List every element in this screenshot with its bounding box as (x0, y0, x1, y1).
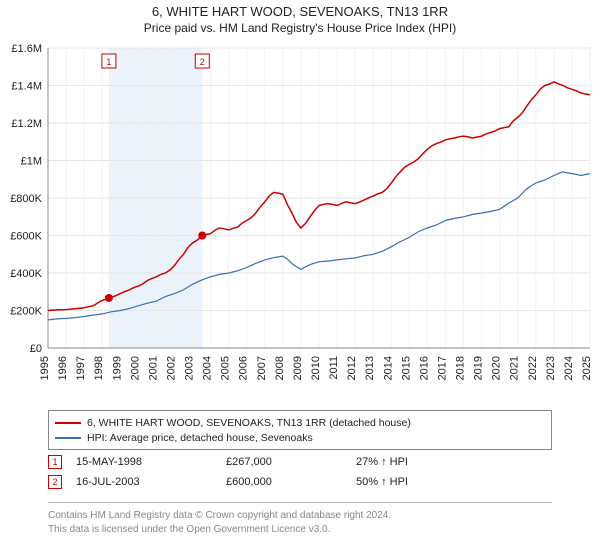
svg-text:2016: 2016 (418, 356, 430, 380)
footer-line-1: Contains HM Land Registry data © Crown c… (48, 509, 552, 523)
svg-text:2003: 2003 (184, 356, 196, 380)
chart-title-address: 6, WHITE HART WOOD, SEVENOAKS, TN13 1RR (0, 4, 600, 19)
event-price: £600,000 (226, 476, 356, 488)
legend-swatch (55, 437, 81, 439)
svg-text:2023: 2023 (545, 356, 557, 380)
svg-text:2022: 2022 (527, 356, 539, 380)
legend: 6, WHITE HART WOOD, SEVENOAKS, TN13 1RR … (48, 410, 552, 450)
event-delta: 27% ↑ HPI (356, 456, 552, 468)
event-marker: 2 (48, 475, 62, 489)
footer-line-2: This data is licensed under the Open Gov… (48, 523, 552, 537)
event-table: 1 15-MAY-1998£267,00027% ↑ HPI 2 16-JUL-200… (48, 452, 552, 492)
svg-text:2008: 2008 (274, 356, 286, 380)
svg-text:2025: 2025 (581, 356, 593, 380)
svg-text:2017: 2017 (436, 356, 448, 380)
svg-text:2024: 2024 (563, 356, 575, 380)
svg-text:£1.4M: £1.4M (11, 81, 42, 93)
svg-text:2015: 2015 (400, 356, 412, 380)
svg-text:1997: 1997 (75, 356, 87, 380)
svg-text:£200K: £200K (10, 306, 42, 318)
svg-text:£800K: £800K (10, 193, 42, 205)
svg-text:2011: 2011 (328, 356, 340, 380)
svg-text:2005: 2005 (220, 356, 232, 380)
svg-text:2006: 2006 (238, 356, 250, 380)
svg-text:2021: 2021 (509, 356, 521, 380)
legend-swatch (55, 422, 81, 424)
svg-text:2000: 2000 (129, 356, 141, 380)
svg-text:1: 1 (106, 57, 111, 67)
svg-text:2010: 2010 (310, 356, 322, 380)
event-price: £267,000 (226, 456, 356, 468)
chart-svg: £0 £200K £400K £600K £800K £1M £1.2M £1.4M £1.6M… (0, 42, 600, 402)
legend-row: 6, WHITE HART WOOD, SEVENOAKS, TN13 1RR … (55, 415, 545, 430)
legend-label: 6, WHITE HART WOOD, SEVENOAKS, TN13 1RR … (87, 417, 411, 429)
svg-text:2007: 2007 (256, 356, 268, 380)
chart-container: 6, WHITE HART WOOD, SEVENOAKS, TN13 1RR … (0, 0, 600, 560)
event-delta: 50% ↑ HPI (356, 476, 552, 488)
svg-text:1998: 1998 (93, 356, 105, 380)
chart-plot: £0 £200K £400K £600K £800K £1M £1.2M £1.4M £1.6M… (0, 42, 600, 402)
svg-text:1999: 1999 (111, 356, 123, 380)
event-date: 16-JUL-2003 (76, 476, 226, 488)
svg-text:1996: 1996 (57, 356, 69, 380)
svg-text:2020: 2020 (491, 356, 503, 380)
svg-text:2009: 2009 (292, 356, 304, 380)
svg-text:2014: 2014 (382, 356, 394, 380)
svg-text:£600K: £600K (10, 231, 42, 243)
legend-row: HPI: Average price, detached house, Seve… (55, 430, 545, 445)
svg-text:£400K: £400K (10, 268, 42, 280)
svg-text:2018: 2018 (455, 356, 467, 380)
svg-text:£0: £0 (30, 343, 42, 355)
svg-text:2: 2 (200, 57, 205, 67)
chart-subtitle: Price paid vs. HM Land Registry's House … (0, 21, 600, 35)
legend-label: HPI: Average price, detached house, Seve… (87, 432, 313, 444)
svg-text:2002: 2002 (165, 356, 177, 380)
svg-text:£1M: £1M (21, 156, 42, 168)
title-block: 6, WHITE HART WOOD, SEVENOAKS, TN13 1RR … (0, 0, 600, 35)
svg-text:£1.6M: £1.6M (11, 43, 42, 55)
event-row: 2 16-JUL-2003£600,00050% ↑ HPI (48, 472, 552, 492)
event-date: 15-MAY-1998 (76, 456, 226, 468)
svg-text:2001: 2001 (147, 356, 159, 380)
svg-text:2013: 2013 (364, 356, 376, 380)
event-row: 1 15-MAY-1998£267,00027% ↑ HPI (48, 452, 552, 472)
svg-text:£1.2M: £1.2M (11, 118, 42, 130)
svg-text:2012: 2012 (346, 356, 358, 380)
event-marker: 1 (48, 455, 62, 469)
svg-text:1995: 1995 (39, 356, 51, 380)
svg-text:2019: 2019 (473, 356, 485, 380)
footer-attribution: Contains HM Land Registry data © Crown c… (48, 502, 552, 537)
svg-text:2004: 2004 (202, 356, 214, 380)
